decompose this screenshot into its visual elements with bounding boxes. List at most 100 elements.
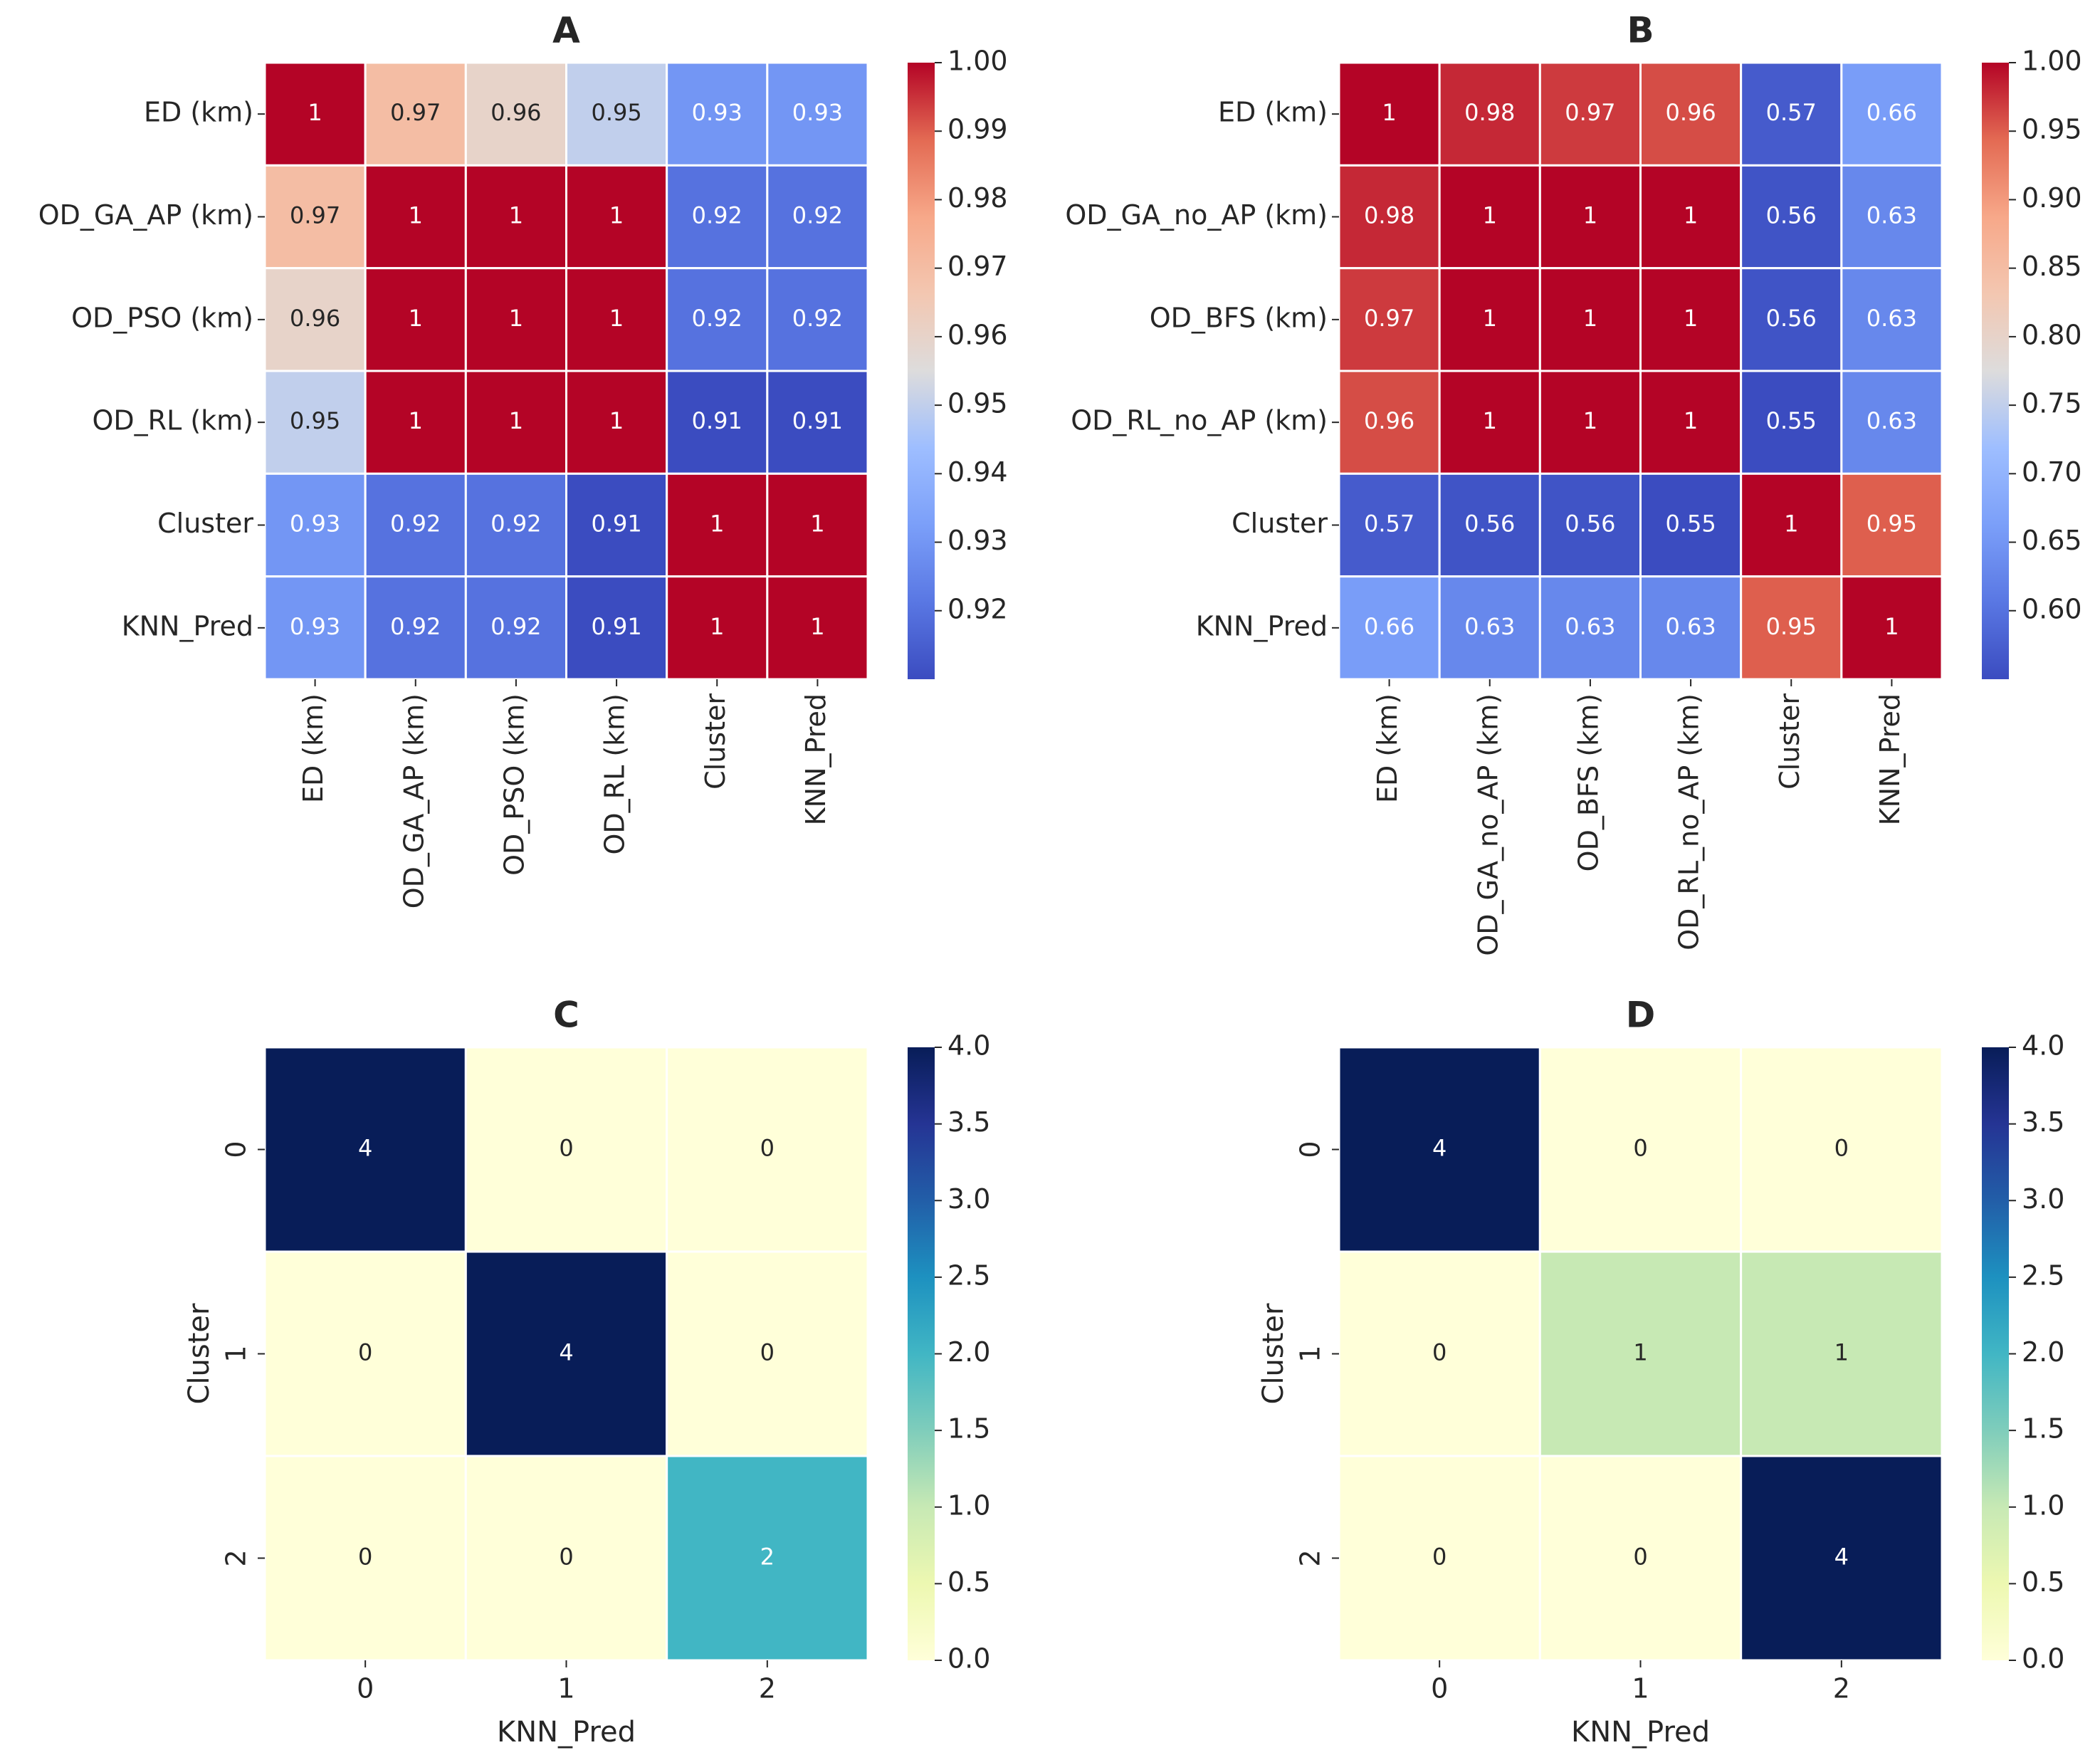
cell-label: 1	[1684, 305, 1698, 332]
colorbar-tick-label: 0.92	[947, 593, 1008, 624]
cell-label: 1	[509, 202, 523, 229]
heatmap-cell	[263, 575, 367, 681]
colorbar-tick-label: 0.96	[947, 319, 1008, 350]
colorbar-tick-label: 0.75	[2022, 388, 2082, 419]
colorbar-tick-label: 3.5	[2022, 1106, 2064, 1138]
heatmap-cell	[1740, 370, 1843, 475]
cell-label: 0.91	[591, 510, 641, 538]
cell-label: 0.56	[1464, 510, 1515, 538]
colorbar-tick-label: 2.5	[2022, 1259, 2064, 1291]
heatmap-cell	[565, 267, 668, 372]
heatmap-cell	[1438, 267, 1541, 372]
heatmap-cell	[464, 61, 567, 167]
colorbar-tick-label: 1.00	[2022, 46, 2082, 77]
colorbar-tick-label: 0.93	[947, 525, 1008, 556]
y-tick-label: 0	[1295, 1141, 1326, 1158]
cell-label: 0.97	[390, 99, 441, 126]
cell-label: 1	[1834, 1339, 1849, 1366]
cell-label: 0.63	[1665, 613, 1716, 640]
cell-label: 0.92	[390, 613, 441, 640]
colorbar	[908, 1047, 935, 1660]
cell-label: 0.96	[490, 99, 541, 126]
heatmap-cell	[464, 472, 567, 578]
y-tick-label: OD_BFS (km)	[1150, 302, 1328, 333]
cell-label: 0.57	[1766, 99, 1817, 126]
cell-label: 0	[559, 1544, 573, 1571]
heatmap-cell	[263, 61, 367, 167]
heatmap-cell	[263, 1250, 467, 1457]
y-tick-label: ED (km)	[144, 97, 253, 128]
cell-label: 0.97	[290, 202, 340, 229]
heatmap-cell	[666, 370, 769, 475]
cell-label: 0.56	[1766, 305, 1817, 332]
heatmap-cell	[1639, 575, 1743, 681]
colorbar-tick-label: 0.95	[947, 388, 1008, 419]
heatmap-cell	[1338, 472, 1441, 578]
cell-label: 1	[810, 613, 824, 640]
heatmap-cell	[565, 164, 668, 270]
y-tick-label: OD_PSO (km)	[71, 302, 253, 333]
cell-label: 1	[710, 510, 724, 538]
colorbar	[1982, 1047, 2009, 1660]
cell-label: 0.93	[290, 613, 340, 640]
cell-label: 0.91	[591, 613, 641, 640]
cell-label: 0.93	[792, 99, 843, 126]
colorbar-tick-label: 0.97	[947, 251, 1008, 282]
cell-label: 0.92	[692, 202, 742, 229]
colorbar-tick-label: 4.0	[2022, 1030, 2064, 1062]
colorbar-tick-label: 0.5	[947, 1566, 990, 1598]
colorbar	[908, 63, 935, 679]
heatmap-cell	[263, 370, 367, 475]
colorbar-tick-label: 0.5	[2022, 1566, 2064, 1598]
cell-label: 0	[358, 1544, 372, 1571]
cell-label: 0.91	[792, 407, 843, 434]
colorbar-tick-label: 3.0	[2022, 1183, 2064, 1215]
chart-title: D	[1626, 995, 1656, 1036]
cell-label: 4	[358, 1135, 372, 1162]
x-tick-label: 0	[357, 1673, 374, 1704]
cell-label: 0.92	[490, 510, 541, 538]
colorbar-tick-label: 1.0	[2022, 1489, 2064, 1521]
heatmap-cell	[1740, 1250, 1943, 1457]
heatmap-cell	[1538, 267, 1642, 372]
heatmap-cell	[1840, 267, 1943, 372]
cell-label: 2	[760, 1544, 775, 1571]
cell-label: 0.56	[1565, 510, 1615, 538]
colorbar-tick-label: 1.5	[2022, 1413, 2064, 1445]
cell-label: 0.55	[1665, 510, 1716, 538]
heatmap-cell	[766, 472, 869, 578]
cell-label: 0.92	[490, 613, 541, 640]
cell-label: 1	[1583, 202, 1597, 229]
heatmap-cell	[1438, 164, 1541, 270]
x-tick-label: OD_PSO (km)	[498, 693, 530, 876]
x-tick-label: ED (km)	[1372, 693, 1403, 803]
y-tick-label: OD_RL_no_AP (km)	[1071, 405, 1328, 436]
cell-label: 1	[609, 305, 624, 332]
cell-label: 0.92	[692, 305, 742, 332]
heatmap-cell	[464, 1455, 668, 1662]
colorbar-tick-label: 1.5	[947, 1413, 990, 1445]
x-tick-label: OD_RL_no_AP (km)	[1674, 693, 1705, 950]
x-tick-label: OD_RL (km)	[599, 693, 631, 855]
x-tick-label: OD_GA_no_AP (km)	[1472, 693, 1503, 956]
cell-label: 4	[1834, 1544, 1849, 1571]
colorbar-tick-label: 0.98	[947, 182, 1008, 214]
colorbar-tick-label: 0.0	[2022, 1643, 2064, 1675]
cell-label: 0	[1633, 1544, 1647, 1571]
x-tick-label: 1	[557, 1673, 574, 1704]
cell-label: 0	[1834, 1135, 1849, 1162]
cell-label: 0.93	[290, 510, 340, 538]
colorbar-tick-label: 2.5	[947, 1259, 990, 1291]
heatmap-cell	[766, 61, 869, 167]
colorbar-tick-label: 0.0	[947, 1643, 990, 1675]
y-tick-label: 0	[221, 1141, 252, 1158]
cell-label: 0.63	[1867, 407, 1917, 434]
y-tick-label: OD_GA_no_AP (km)	[1065, 199, 1328, 231]
cell-label: 1	[1884, 613, 1899, 640]
colorbar-tick-label: 0.85	[2022, 251, 2082, 282]
heatmap-cell	[766, 164, 869, 270]
colorbar-tick-label: 0.60	[2022, 593, 2082, 624]
cell-label: 1	[1684, 202, 1698, 229]
cell-label: 0.92	[792, 305, 843, 332]
cell-label: 0.91	[692, 407, 742, 434]
